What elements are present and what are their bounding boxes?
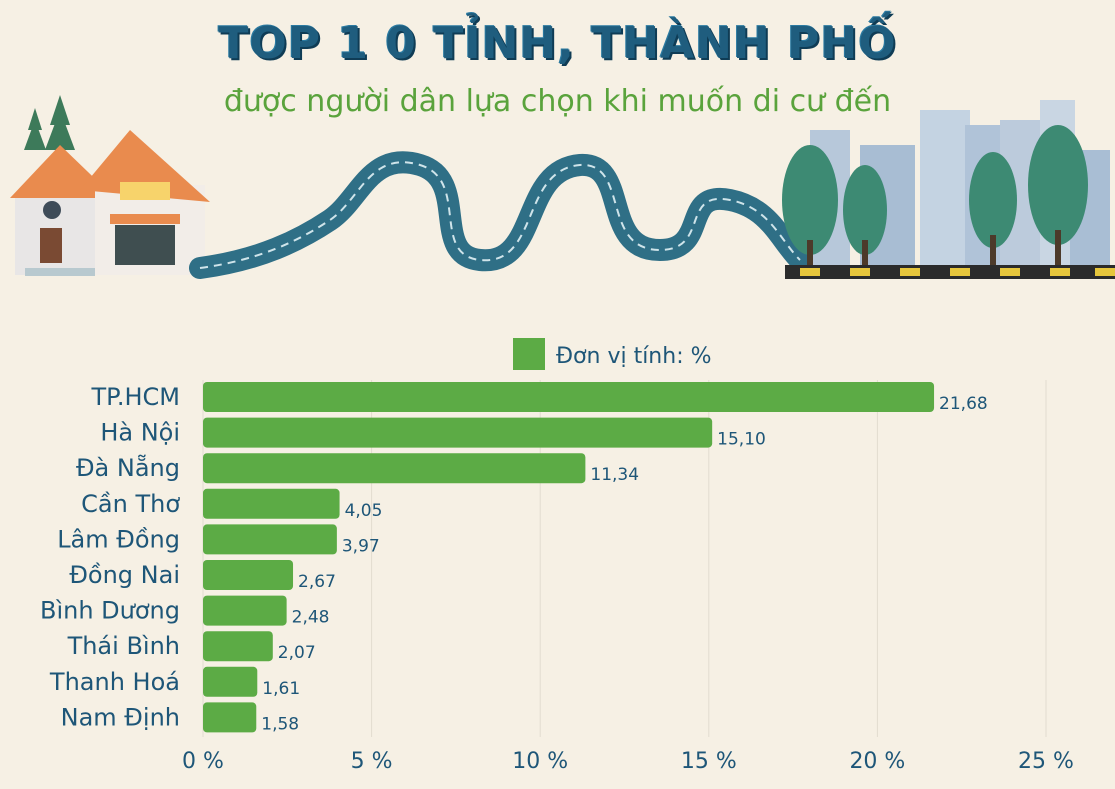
value-label: 2,07 xyxy=(278,643,316,663)
legend-swatch xyxy=(513,338,545,370)
x-tick-label: 0 % xyxy=(182,749,224,774)
road-illustration xyxy=(189,151,811,279)
bar xyxy=(203,702,257,733)
legend: Đơn vị tính: % xyxy=(513,338,712,370)
bar xyxy=(203,488,340,519)
house-illustration xyxy=(10,95,210,276)
category-label: Đồng Nai xyxy=(69,561,180,589)
bar xyxy=(203,595,287,626)
x-tick-label: 20 % xyxy=(849,749,905,774)
category-label: Lâm Đồng xyxy=(57,525,180,553)
x-tick-label: 5 % xyxy=(351,749,393,774)
value-label: 21,68 xyxy=(939,394,988,414)
category-label: Hà Nội xyxy=(100,419,180,447)
bar-chart: Đơn vị tính: % TP.HCM Hà Nội Đà Nẵng Cần Th… xyxy=(40,338,1074,774)
bar xyxy=(203,560,294,590)
category-label: Thanh Hoá xyxy=(49,668,180,696)
x-tick-label: 10 % xyxy=(512,749,568,774)
value-label: 3,97 xyxy=(342,536,380,556)
chart-title: TOP 1 0 TỈNH, THÀNH PHỐ xyxy=(218,18,897,69)
bar xyxy=(203,524,337,555)
value-label: 2,48 xyxy=(292,608,330,628)
value-label: 4,05 xyxy=(345,501,383,521)
value-labels: 21,68 15,10 11,34 4,05 3,97 2,67 2,48 2,07 1,61 1… xyxy=(261,394,987,734)
bars xyxy=(203,382,935,733)
category-labels: TP.HCM Hà Nội Đà Nẵng Cần Thơ Lâm Đồng Đồng N… xyxy=(40,383,180,731)
city-illustration xyxy=(782,100,1115,279)
value-label: 1,58 xyxy=(261,714,299,734)
chart-subtitle: được người dân lựa chọn khi muốn di cư đ… xyxy=(223,84,892,119)
x-tick-label: 25 % xyxy=(1018,749,1074,774)
bar xyxy=(203,666,258,697)
category-label: TP.HCM xyxy=(90,383,180,411)
value-label: 15,10 xyxy=(717,430,766,450)
x-axis-ticks: 0 % 5 % 10 % 15 % 20 % 25 % xyxy=(182,749,1074,774)
bar xyxy=(203,382,935,412)
value-label: 1,61 xyxy=(262,679,300,699)
category-label: Nam Định xyxy=(61,703,180,731)
legend-label: Đơn vị tính: % xyxy=(556,344,712,369)
bar xyxy=(203,631,273,662)
category-label: Đà Nẵng xyxy=(76,453,180,482)
category-label: Thái Bình xyxy=(67,632,180,660)
illustration xyxy=(10,95,1115,279)
category-label: Bình Dương xyxy=(40,597,180,625)
bar xyxy=(203,453,586,484)
category-label: Cần Thơ xyxy=(81,490,180,518)
value-label: 11,34 xyxy=(590,465,639,485)
value-label: 2,67 xyxy=(298,572,336,592)
x-tick-label: 15 % xyxy=(681,749,737,774)
bar xyxy=(203,417,713,448)
